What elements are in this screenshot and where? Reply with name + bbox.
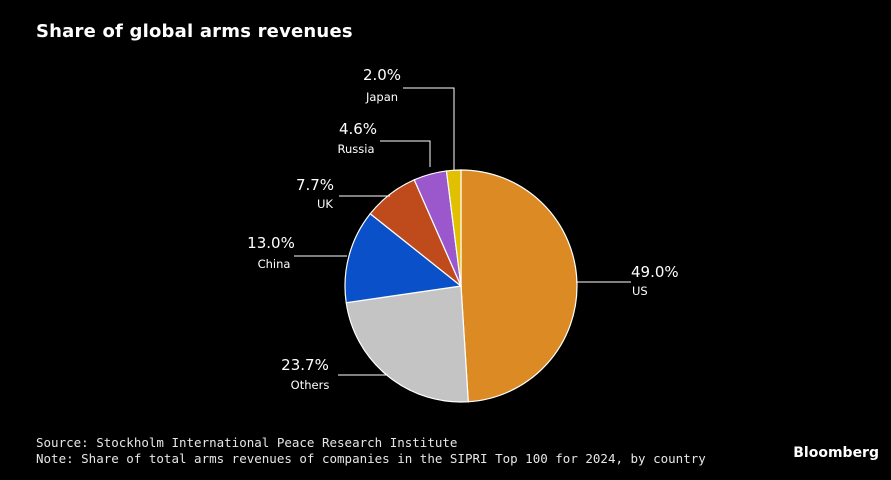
chart-footer: Source: Stockholm International Peace Re… <box>36 435 706 467</box>
chart-title: Share of global arms revenues <box>36 21 353 42</box>
data-label-uk: 7.7% <box>296 176 334 194</box>
pie-slice-japan <box>445 169 462 287</box>
pie-slice-others <box>345 285 469 403</box>
category-label-japan: Japan <box>365 90 398 104</box>
data-label-us: 49.0% <box>631 263 679 281</box>
data-label-japan: 2.0% <box>363 66 401 84</box>
category-label-russia: Russia <box>338 142 375 156</box>
pie-slice-china <box>344 212 463 304</box>
data-label-others: 23.7% <box>281 356 329 374</box>
category-label-others: Others <box>291 378 330 392</box>
pie-slice-us <box>460 169 578 403</box>
bloomberg-logo: Bloomberg <box>793 445 879 461</box>
source-note: Source: Stockholm International Peace Re… <box>36 435 458 450</box>
leader-line-japan <box>403 87 455 170</box>
category-label-uk: UK <box>317 197 333 211</box>
data-label-russia: 4.6% <box>339 120 377 138</box>
chart-note: Note: Share of total arms revenues of co… <box>36 451 706 466</box>
category-label-china: China <box>258 257 291 271</box>
data-label-china: 13.0% <box>247 234 295 252</box>
category-label-us: US <box>632 284 648 298</box>
leader-line-russia <box>380 140 431 167</box>
